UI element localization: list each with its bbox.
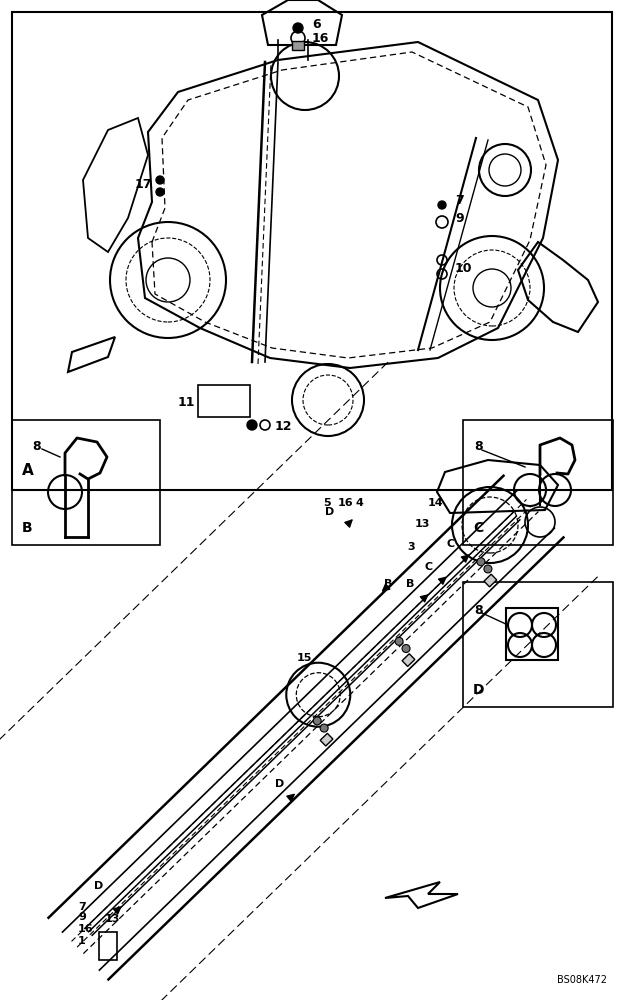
Text: C: C <box>447 539 455 549</box>
Text: 14: 14 <box>428 498 444 508</box>
Text: B: B <box>384 579 392 589</box>
Text: 1: 1 <box>78 936 85 946</box>
Circle shape <box>156 188 164 196</box>
Text: 7: 7 <box>78 902 85 912</box>
Text: B: B <box>22 521 32 535</box>
Bar <box>320 733 333 746</box>
Text: D: D <box>275 779 285 789</box>
Text: 11: 11 <box>178 395 195 408</box>
Circle shape <box>438 201 446 209</box>
Text: 17: 17 <box>135 178 152 192</box>
Text: C: C <box>473 521 483 535</box>
Text: 9: 9 <box>78 912 86 922</box>
Text: 4: 4 <box>355 498 363 508</box>
Text: 15: 15 <box>296 653 312 663</box>
Text: D: D <box>325 507 334 517</box>
Bar <box>506 608 558 660</box>
Text: 6: 6 <box>312 18 321 31</box>
Polygon shape <box>68 337 115 372</box>
Circle shape <box>320 724 328 732</box>
Text: 8: 8 <box>474 440 482 454</box>
Text: 9: 9 <box>455 212 464 225</box>
Bar <box>484 574 497 587</box>
Text: A: A <box>22 463 34 478</box>
Text: 5: 5 <box>323 498 331 508</box>
Text: 3: 3 <box>407 542 414 552</box>
Polygon shape <box>385 882 458 908</box>
Bar <box>292 41 304 50</box>
Text: 8: 8 <box>474 603 482 616</box>
Circle shape <box>313 717 321 725</box>
Circle shape <box>477 558 485 566</box>
Text: 8: 8 <box>32 440 41 454</box>
Text: D: D <box>473 683 484 697</box>
Circle shape <box>402 645 410 653</box>
Bar <box>12 420 160 545</box>
Text: 16: 16 <box>312 31 329 44</box>
Bar <box>99 932 117 960</box>
Text: 13: 13 <box>415 519 431 529</box>
Bar <box>463 420 613 545</box>
Circle shape <box>247 420 257 430</box>
Text: C: C <box>424 562 432 572</box>
Text: 16: 16 <box>338 498 354 508</box>
Text: 13: 13 <box>105 914 120 924</box>
Text: 10: 10 <box>455 261 472 274</box>
Circle shape <box>156 176 164 184</box>
Circle shape <box>293 23 303 33</box>
Text: 7: 7 <box>455 194 464 207</box>
Bar <box>463 582 613 707</box>
Bar <box>198 385 250 417</box>
Text: BS08K472: BS08K472 <box>557 975 607 985</box>
Text: D: D <box>94 881 103 891</box>
Circle shape <box>395 637 403 645</box>
Bar <box>12 12 612 490</box>
Bar <box>402 654 415 666</box>
Circle shape <box>484 565 492 573</box>
Text: B: B <box>406 579 414 589</box>
Text: 12: 12 <box>275 420 293 432</box>
Text: 16: 16 <box>78 924 94 934</box>
